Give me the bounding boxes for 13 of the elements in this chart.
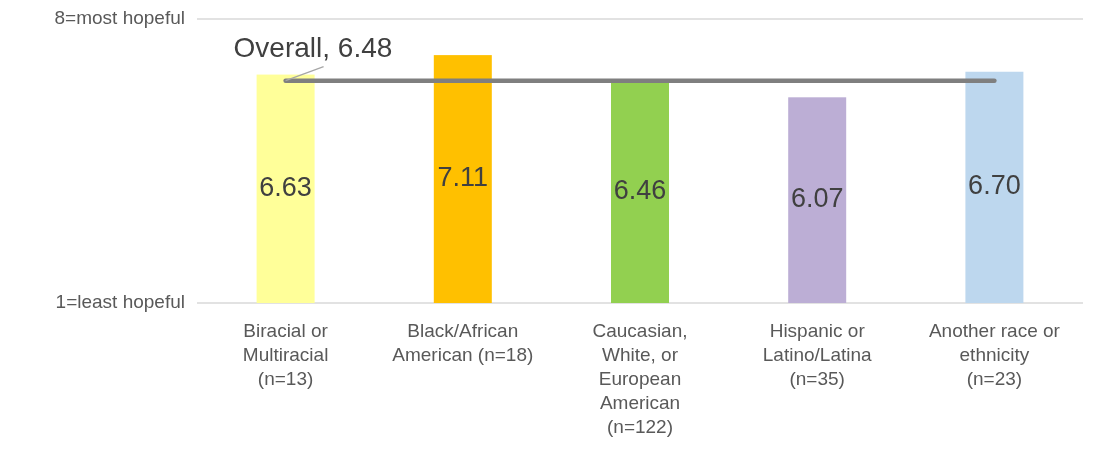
x-tick-label: Hispanic or Latino/Latina (n=35): [762, 320, 873, 389]
data-label: 7.11: [437, 162, 489, 193]
data-label: 6.07: [790, 183, 844, 214]
ref-line-label: Overall, 6.48: [233, 31, 393, 63]
data-label: 6.63: [259, 171, 312, 202]
x-tick-label: Another race or ethnicity (n=23): [928, 320, 1061, 389]
x-tick-label: Black/African American (n=18): [392, 320, 534, 365]
data-label: 6.46: [613, 175, 667, 206]
x-tick-label: Caucasian, White, or European American (n=122): [592, 320, 688, 437]
data-label: 6.70: [968, 170, 1021, 201]
y-tick-label: 1=least hopeful: [55, 291, 185, 313]
y-tick-label: 8=most hopeful: [54, 7, 185, 29]
x-tick-label: Biracial or Multiracial (n=13): [242, 320, 329, 389]
